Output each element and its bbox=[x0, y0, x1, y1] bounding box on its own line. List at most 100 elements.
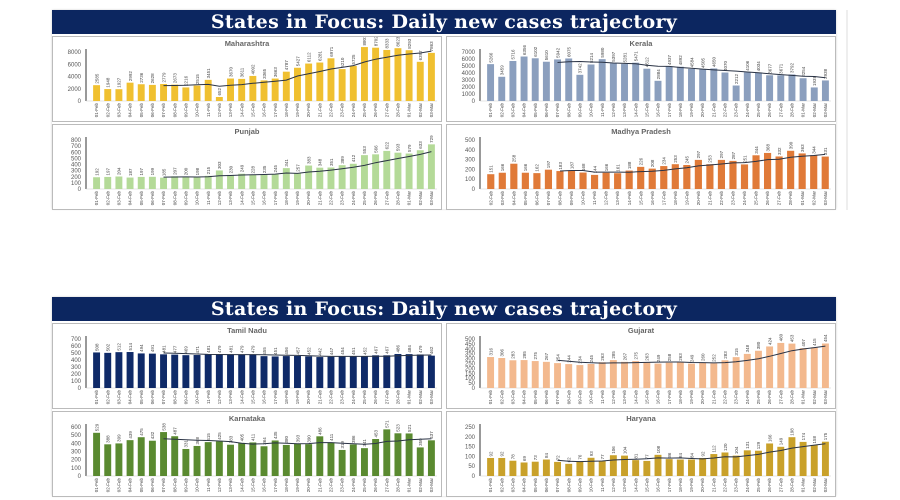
x-tick-label: 10-Feb bbox=[589, 103, 594, 118]
x-tick-label: 23-Feb bbox=[340, 390, 345, 405]
x-tick-label: 07-Feb bbox=[546, 191, 551, 206]
data-label: 380 bbox=[756, 341, 761, 349]
data-label: 412 bbox=[351, 154, 356, 162]
x-tick-label: 28-Feb bbox=[790, 478, 795, 493]
x-tick-label: 27-Feb bbox=[777, 191, 782, 206]
x-tick-label: 27-Feb bbox=[384, 103, 389, 118]
bar bbox=[360, 448, 368, 476]
x-tick-label: 17-Feb bbox=[667, 103, 672, 118]
x-tick-label: 03-Mar bbox=[429, 103, 434, 118]
data-label: 351 bbox=[329, 158, 334, 166]
data-label: 77 bbox=[645, 454, 650, 460]
data-label: 5716 bbox=[511, 49, 516, 60]
x-tick-label: 01-Mar bbox=[801, 478, 806, 493]
x-tick-label: 07-Feb bbox=[555, 478, 560, 493]
bar bbox=[394, 433, 402, 476]
data-label: 69 bbox=[522, 455, 527, 461]
bar bbox=[766, 346, 774, 388]
y-tick-label: 500 bbox=[465, 337, 476, 343]
bar bbox=[694, 159, 702, 189]
x-tick-label: 14-Feb bbox=[633, 103, 638, 118]
x-tick-label: 04-Feb bbox=[128, 478, 133, 493]
data-label: 168 bbox=[581, 163, 586, 171]
data-label: 390 bbox=[306, 435, 311, 443]
x-tick-label: 19-Feb bbox=[295, 103, 300, 118]
x-tick-label: 12-Feb bbox=[217, 390, 222, 405]
data-label: 4584 bbox=[689, 57, 694, 68]
x-tick-label: 06-Feb bbox=[150, 191, 155, 206]
x-tick-label: 16-Feb bbox=[262, 478, 267, 493]
bar bbox=[648, 168, 656, 189]
bar bbox=[360, 356, 368, 388]
x-tick-label: 04-Feb bbox=[522, 103, 527, 118]
data-label: 244 bbox=[567, 355, 572, 363]
data-label: 341 bbox=[284, 159, 289, 167]
x-tick-label: 24-Feb bbox=[745, 103, 750, 118]
x-tick-label: 02-Mar bbox=[812, 390, 817, 405]
bar bbox=[632, 361, 640, 388]
x-tick-label: 21-Feb bbox=[317, 478, 322, 493]
x-tick-label: 03-Feb bbox=[117, 103, 122, 118]
x-tick-label: 13-Feb bbox=[228, 191, 233, 206]
x-tick-label: 26-Feb bbox=[373, 478, 378, 493]
x-tick-label: 10-Feb bbox=[195, 191, 200, 206]
data-label: 5980 bbox=[600, 47, 605, 58]
y-tick-label: 0 bbox=[78, 187, 82, 193]
trend-line bbox=[557, 60, 826, 79]
bar bbox=[394, 353, 402, 388]
x-tick-label: 05-Feb bbox=[139, 191, 144, 206]
x-tick-label: 22-Feb bbox=[719, 191, 724, 206]
bar bbox=[621, 361, 628, 388]
data-label: 6112 bbox=[306, 52, 311, 62]
data-label: 479 bbox=[239, 345, 244, 353]
y-tick-label: 200 bbox=[465, 167, 476, 173]
data-label: 228 bbox=[251, 166, 256, 174]
data-label: 390 bbox=[788, 141, 793, 149]
chart-punjab: Punjab 0 100 200 300 400 500 600 700 800 192 01-Feb… bbox=[52, 124, 442, 210]
y-tick-label: 50 bbox=[468, 464, 475, 470]
data-label: 257 bbox=[295, 164, 300, 172]
bar bbox=[394, 48, 402, 101]
bar bbox=[104, 176, 112, 189]
bar bbox=[215, 97, 223, 101]
bar bbox=[614, 173, 622, 189]
bar bbox=[204, 442, 212, 476]
data-label: 5397 bbox=[611, 51, 616, 62]
x-tick-label: 01-Mar bbox=[407, 478, 412, 493]
bar bbox=[788, 74, 796, 101]
data-label: 215 bbox=[206, 166, 211, 174]
y-tick-label: 100 bbox=[465, 376, 476, 382]
data-label: 249 bbox=[656, 354, 661, 362]
bar bbox=[542, 361, 550, 388]
bar bbox=[327, 58, 335, 101]
x-tick-label: 21-Feb bbox=[317, 103, 322, 118]
bar bbox=[215, 170, 223, 189]
bar bbox=[338, 449, 346, 476]
data-label: 481 bbox=[206, 345, 211, 353]
data-label: 424 bbox=[767, 337, 772, 345]
data-label: 538 bbox=[161, 423, 166, 431]
data-label: 383 bbox=[228, 435, 233, 443]
y-tick-label: 3000 bbox=[462, 78, 476, 84]
bar bbox=[576, 365, 584, 388]
bar bbox=[115, 352, 123, 388]
data-label: 260 bbox=[700, 353, 705, 361]
slide-title: States in Focus: Daily new cases traject… bbox=[52, 297, 836, 321]
y-tick-label: 250 bbox=[465, 362, 476, 368]
y-tick-label: 0 bbox=[78, 386, 82, 392]
x-tick-label: 03-Mar bbox=[429, 191, 434, 206]
data-label: 92 bbox=[488, 451, 493, 457]
y-tick-label: 600 bbox=[71, 344, 82, 350]
x-tick-label: 19-Feb bbox=[295, 191, 300, 206]
data-label: 486 bbox=[318, 427, 323, 435]
x-tick-label: 27-Feb bbox=[384, 390, 389, 405]
data-label: 3742 bbox=[578, 63, 583, 74]
bar bbox=[137, 353, 145, 388]
data-label: 263 bbox=[645, 353, 650, 361]
data-label: 5942 bbox=[555, 47, 560, 58]
data-label: 350 bbox=[418, 438, 423, 446]
data-label: 197 bbox=[546, 160, 551, 168]
bar bbox=[294, 173, 301, 189]
bar bbox=[487, 357, 495, 388]
x-tick-label: 02-Mar bbox=[812, 478, 817, 493]
